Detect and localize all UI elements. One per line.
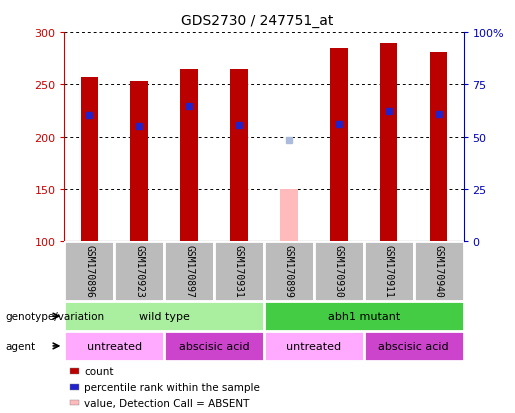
Bar [364,242,414,301]
Bar [64,301,264,331]
Text: GDS2730 / 247751_at: GDS2730 / 247751_at [181,14,334,28]
Bar [314,242,364,301]
Text: genotype/variation: genotype/variation [5,311,104,321]
Bar [114,242,164,301]
Bar [264,331,364,361]
Text: GSM170923: GSM170923 [134,244,144,297]
Text: GSM170899: GSM170899 [284,244,294,297]
Text: GSM170897: GSM170897 [184,244,194,297]
Bar [180,69,198,242]
Bar [364,331,464,361]
Text: GSM170896: GSM170896 [84,244,94,297]
Text: abscisic acid: abscisic acid [179,341,249,351]
Bar [264,242,314,301]
Bar [264,301,464,331]
Bar [80,78,98,242]
Text: abscisic acid: abscisic acid [379,341,449,351]
Bar [280,190,298,242]
Text: count: count [84,366,113,376]
Text: untreated: untreated [286,341,341,351]
Text: GSM170930: GSM170930 [334,244,344,297]
Text: wild type: wild type [139,311,190,321]
Text: value, Detection Call = ABSENT: value, Detection Call = ABSENT [84,398,249,408]
Text: GSM170911: GSM170911 [384,244,393,297]
Text: GSM170931: GSM170931 [234,244,244,297]
Bar [164,331,264,361]
Bar [164,242,214,301]
Bar [414,242,464,301]
Text: agent: agent [5,341,35,351]
Bar [430,53,448,242]
Text: abh1 mutant: abh1 mutant [328,311,400,321]
Text: untreated: untreated [87,341,142,351]
Bar [230,69,248,242]
Bar [130,82,148,242]
Bar [64,242,114,301]
Bar [380,43,398,242]
Bar [214,242,264,301]
Bar [64,331,164,361]
Text: percentile rank within the sample: percentile rank within the sample [84,382,260,392]
Text: GSM170940: GSM170940 [434,244,443,297]
Bar [330,49,348,242]
